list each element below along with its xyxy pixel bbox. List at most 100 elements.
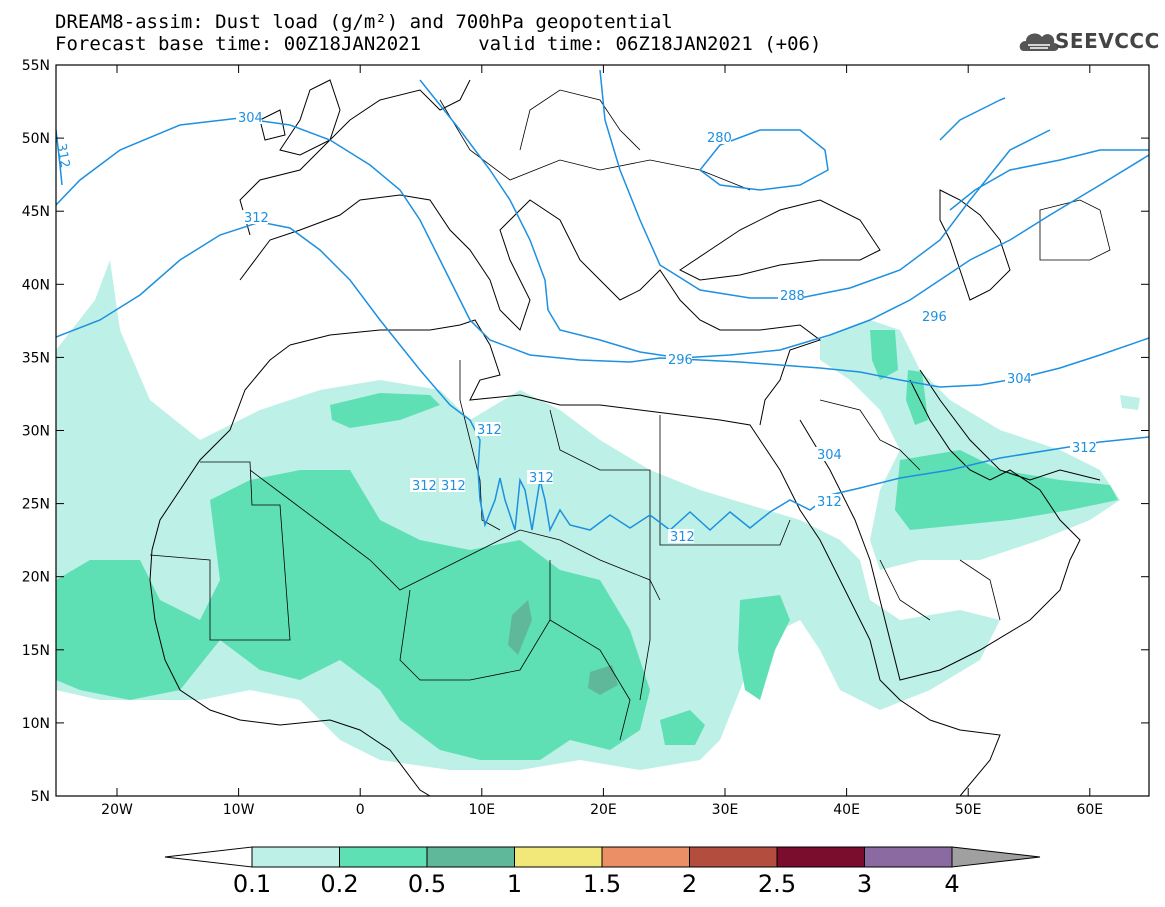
colorbar-segment <box>426 846 515 868</box>
contour-label: 304 <box>1007 372 1032 387</box>
contour-label: 288 <box>780 289 805 304</box>
colorbar-tick-label: 0.5 <box>407 870 447 898</box>
contour-label: 280 <box>707 131 732 146</box>
colorbar-segment <box>601 846 690 868</box>
contour-line-north <box>939 97 1006 141</box>
contour-label: 312 <box>1072 441 1097 456</box>
colorbar <box>164 846 1041 868</box>
colorbar-segment <box>339 846 428 868</box>
contour-label: 296 <box>922 310 947 325</box>
dust-area-light <box>1120 395 1140 410</box>
longitude-axis: 20W 10W 0 10E 20E 30E 40E 50E 60E <box>101 65 1103 818</box>
contour-labels: 304 312 280 288 296 296 304 304 312 312 … <box>53 110 1097 545</box>
dust-shading <box>56 260 1140 770</box>
colorbar-segment <box>164 846 253 868</box>
colorbar-tick-label: 4 <box>944 870 960 898</box>
contour-line-280 <box>698 129 829 191</box>
cloud-logo-icon <box>1019 33 1059 51</box>
colorbar-segment <box>689 846 778 868</box>
colorbar-tick-label: 0.1 <box>232 870 272 898</box>
latitude-label: 15N <box>22 643 50 659</box>
ireland-coastline <box>259 109 286 141</box>
contour-label: 312 <box>817 495 842 510</box>
contour-label: 304 <box>817 448 842 463</box>
britain-coastline <box>279 79 341 156</box>
caspian-coastline <box>939 189 1011 301</box>
longitude-label: 0 <box>356 802 365 818</box>
contour-label: 304 <box>238 111 263 126</box>
longitude-label: 20W <box>101 802 133 818</box>
contour-label: 312 <box>477 423 502 438</box>
country-border <box>249 469 661 601</box>
contour-label: 312 <box>529 471 554 486</box>
contour-line-288 <box>599 69 1051 299</box>
contour-label: 312 <box>670 530 695 545</box>
colorbar-tick-label: 0.2 <box>320 870 359 898</box>
latitude-label: 20N <box>22 570 50 586</box>
contour-label: 312 <box>412 479 437 494</box>
colorbar-segment <box>251 846 340 868</box>
colorbar-segment <box>864 846 953 868</box>
country-border <box>549 409 651 701</box>
colorbar-tick-label: 2 <box>681 870 698 898</box>
longitude-label: 40E <box>833 802 860 818</box>
dust-area-medium <box>330 393 440 428</box>
colorbar-tick-label: 1.5 <box>582 870 622 898</box>
contour-label: 312 <box>441 479 466 494</box>
country-border <box>819 399 921 471</box>
country-border <box>959 559 1001 621</box>
colorbar-segment <box>514 846 603 868</box>
latitude-label: 5N <box>31 789 50 805</box>
contour-line-304 <box>56 117 1149 388</box>
map-title: DREAM8-assim: Dust load (g/m²) and 700hP… <box>55 11 673 33</box>
africa-coastline <box>289 319 1001 796</box>
longitude-label: 10E <box>468 802 495 818</box>
geopotential-contours <box>56 69 1149 533</box>
africa-coastline <box>149 344 431 796</box>
country-border <box>659 415 791 546</box>
dust-area-medium <box>56 470 650 760</box>
map-subtitle: Forecast base time: 00Z18JAN2021 valid t… <box>55 33 822 55</box>
contour-line-296 <box>419 79 1149 359</box>
latitude-label: 30N <box>22 424 50 440</box>
dust-area-high <box>588 665 618 695</box>
dust-area-high <box>508 600 532 655</box>
longitude-label: 20E <box>590 802 617 818</box>
contour-label: 312 <box>53 142 72 169</box>
coastlines-and-borders <box>149 79 1111 796</box>
longitude-label: 50E <box>955 802 982 818</box>
longitude-label: 60E <box>1076 802 1103 818</box>
country-border <box>1039 199 1111 261</box>
contour-label: 312 <box>244 211 269 226</box>
colorbar-tick-label: 3 <box>856 870 873 898</box>
contour-line-east <box>949 149 1149 211</box>
latitude-label: 55N <box>22 58 50 74</box>
colorbar-segment <box>776 846 865 868</box>
country-border <box>439 99 751 191</box>
dust-area-medium <box>660 710 705 745</box>
country-border <box>549 619 631 741</box>
latitude-label: 35N <box>22 350 50 366</box>
country-border <box>519 89 641 151</box>
latitude-label: 45N <box>22 204 50 220</box>
latitude-label: 50N <box>22 131 50 147</box>
arabia-coastline <box>799 379 1081 681</box>
country-border <box>879 559 931 621</box>
black-sea-coastline <box>679 199 881 281</box>
contour-label: 296 <box>668 353 693 368</box>
europe-coastline <box>239 79 471 236</box>
persian-gulf-coast <box>919 369 1101 481</box>
europe-coastline <box>239 194 822 426</box>
colorbar-segment <box>951 846 1041 868</box>
dust-area-medium <box>738 595 790 700</box>
longitude-label: 10W <box>223 802 255 818</box>
latitude-label: 10N <box>22 716 50 732</box>
latitude-label: 40N <box>22 277 50 293</box>
latitude-label: 25N <box>22 497 50 513</box>
colorbar-tick-label: 2.5 <box>757 870 797 898</box>
country-border <box>149 461 291 641</box>
logo-text: SEEVCCC <box>1055 29 1160 53</box>
colorbar-tick-label: 1 <box>506 870 523 898</box>
dust-area-medium <box>870 330 898 380</box>
